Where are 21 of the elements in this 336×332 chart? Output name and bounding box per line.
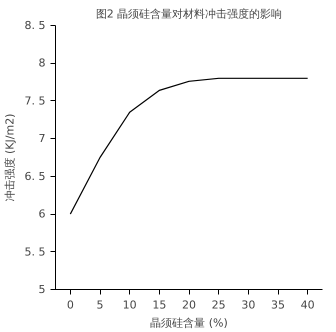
y-tick-label: 6 — [38, 208, 46, 221]
y-tick-label: 7. 5 — [24, 94, 46, 108]
y-tick-label: 5. 5 — [24, 245, 46, 258]
x-tick-label: 40 — [300, 298, 315, 312]
x-tick-label: 15 — [152, 298, 166, 312]
x-axis-title: 晶须硅含量 (%) — [150, 316, 228, 330]
y-tick-label: 8 — [38, 56, 46, 70]
chart-title: 图2 晶须硅含量对材料冲击强度的影响 — [96, 8, 282, 20]
x-tick-label: 35 — [271, 298, 285, 312]
y-axis-title: 冲击强度 (KJ/m2) — [4, 114, 17, 202]
x-tick-label: 10 — [122, 298, 137, 312]
y-tick-label: 7 — [38, 132, 46, 146]
y-tick-label: 5 — [38, 283, 46, 296]
x-tick-label: 20 — [182, 298, 196, 312]
x-tick-label: 5 — [96, 298, 104, 312]
x-tick-label: 30 — [241, 298, 256, 312]
x-tick-label: 0 — [66, 298, 74, 312]
y-tick-label: 6. 5 — [24, 170, 46, 183]
line-series — [70, 78, 308, 215]
x-tick-label: 25 — [212, 298, 226, 312]
y-tick-label: 8. 5 — [24, 19, 46, 32]
